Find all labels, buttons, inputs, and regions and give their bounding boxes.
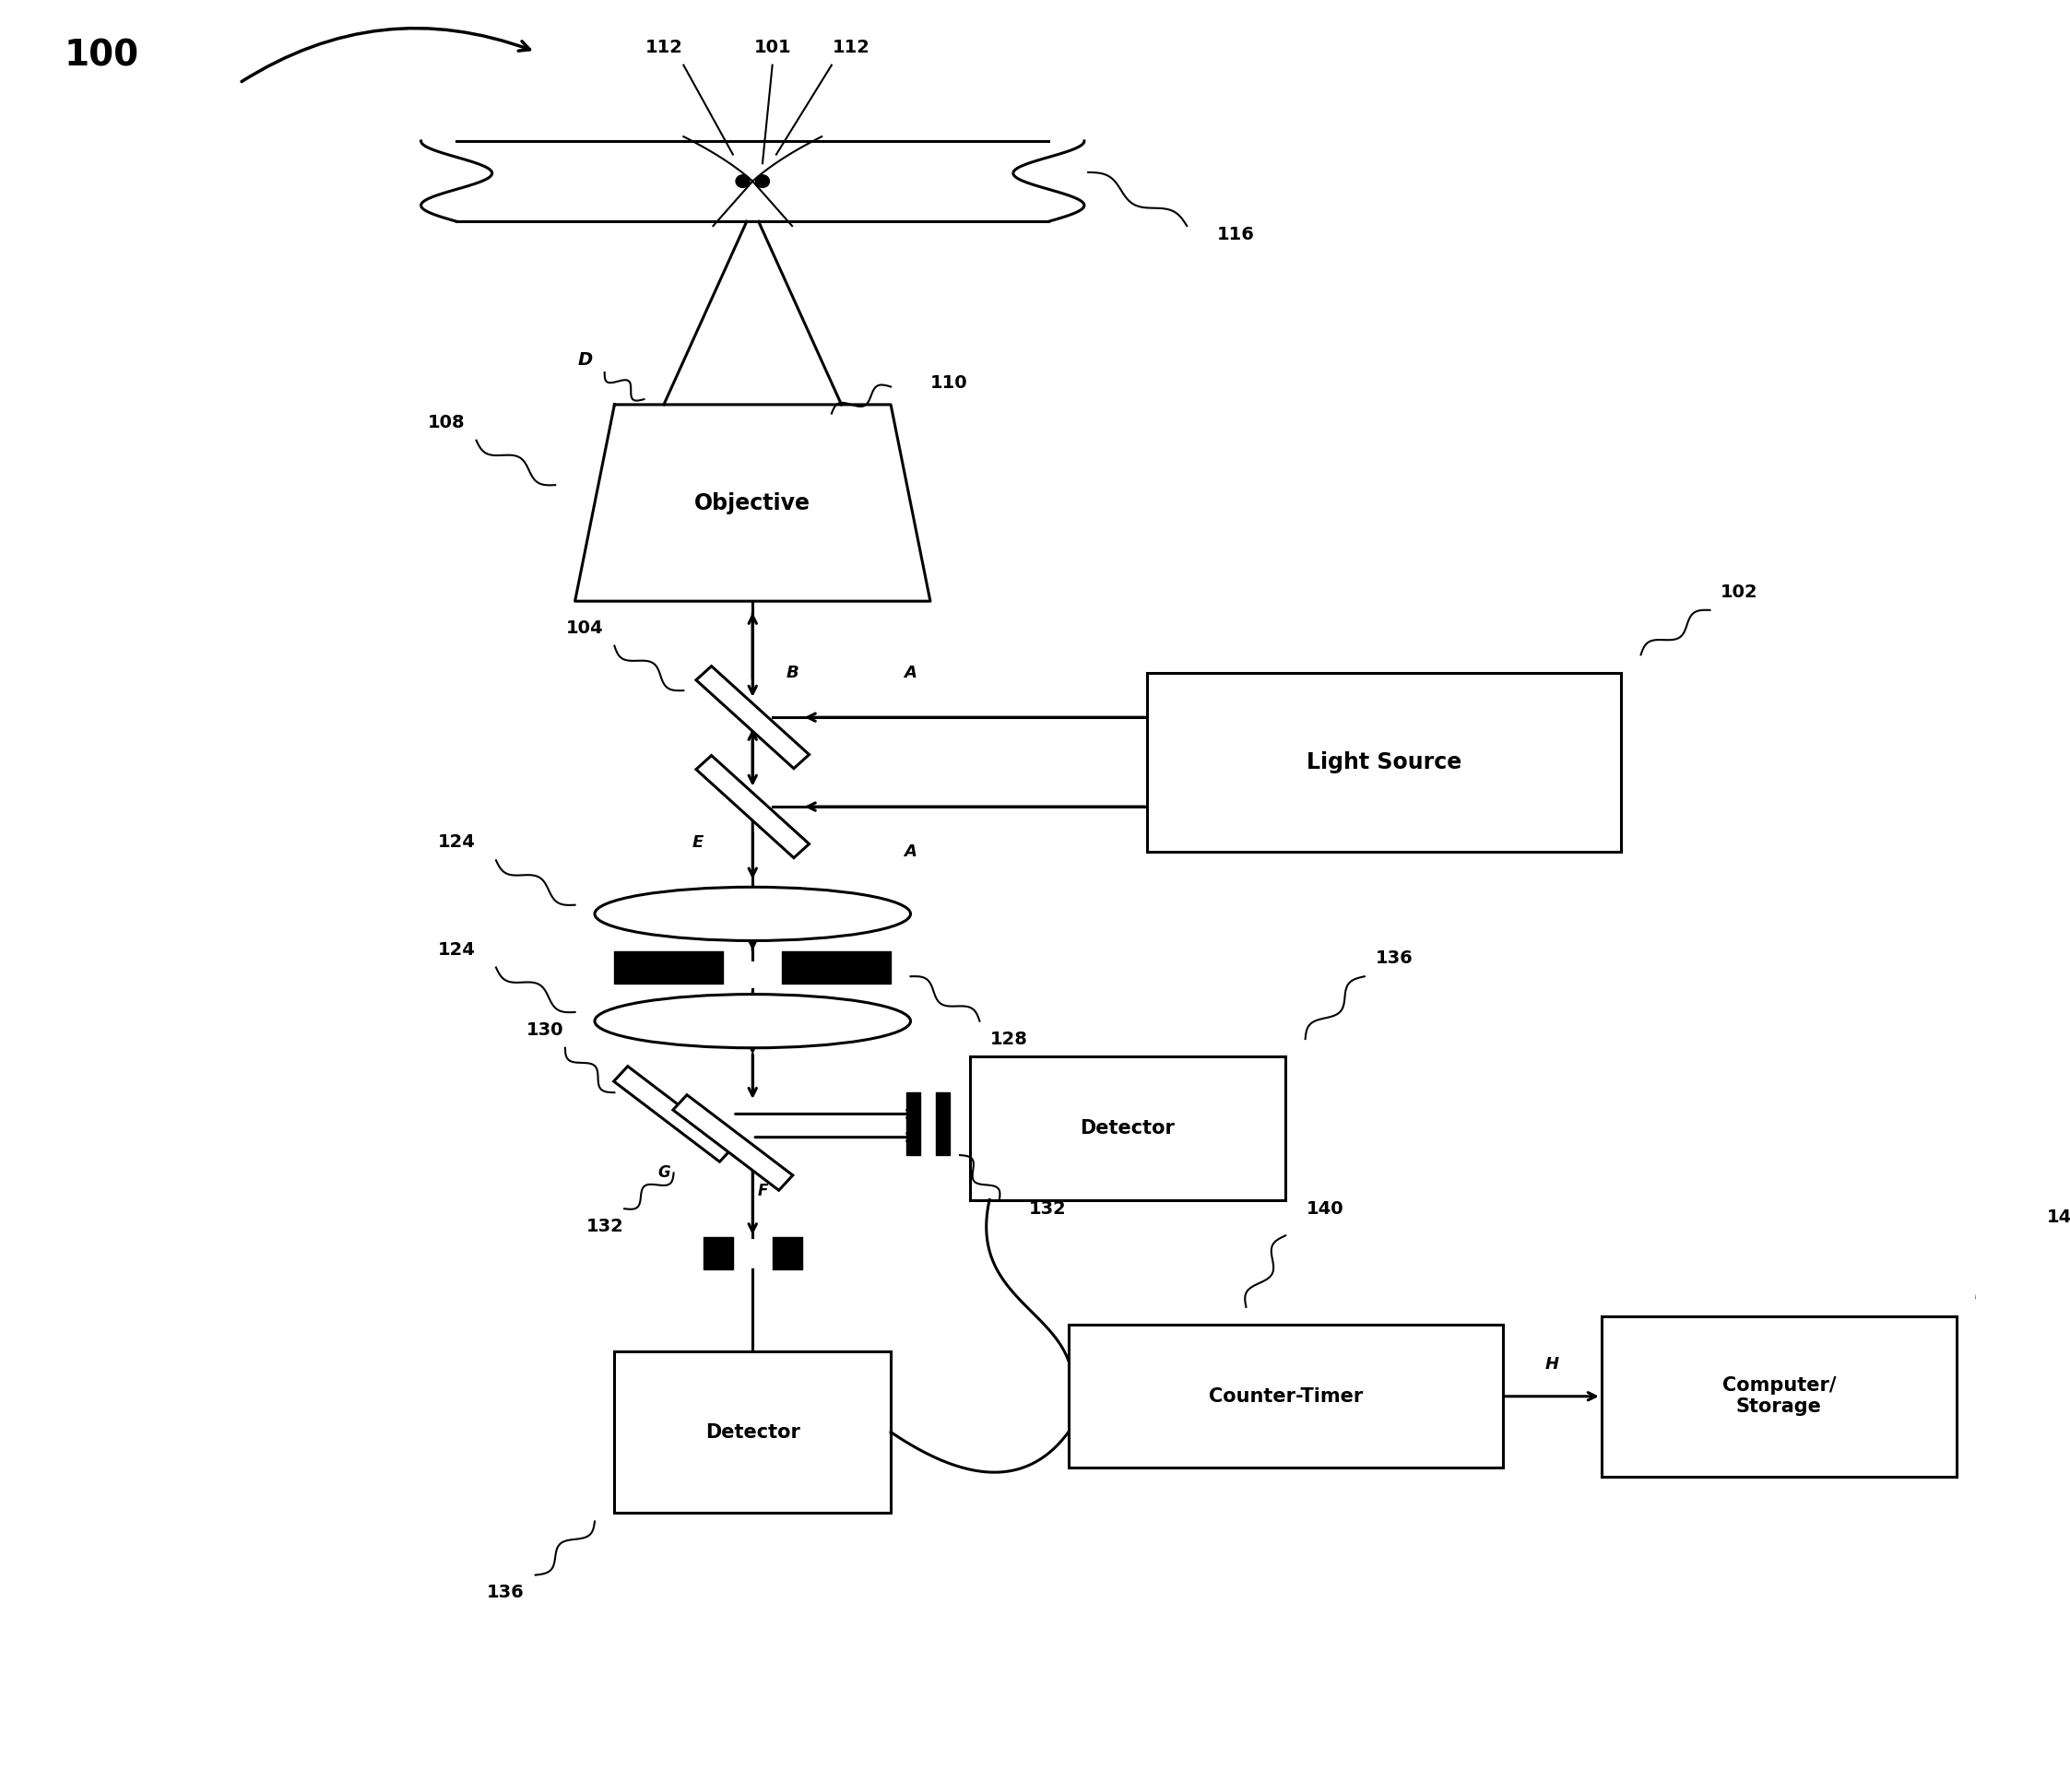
FancyBboxPatch shape xyxy=(1602,1315,1956,1477)
Text: 140: 140 xyxy=(1306,1201,1343,1217)
Text: 136: 136 xyxy=(486,1584,524,1602)
Text: 144: 144 xyxy=(2047,1210,2070,1226)
Ellipse shape xyxy=(594,887,911,941)
Text: 132: 132 xyxy=(1029,1201,1066,1217)
Polygon shape xyxy=(673,1095,793,1190)
Text: 102: 102 xyxy=(1720,584,1757,600)
Text: G: G xyxy=(658,1165,671,1181)
Text: 136: 136 xyxy=(1374,950,1414,968)
Text: 101: 101 xyxy=(753,39,791,56)
FancyBboxPatch shape xyxy=(1068,1324,1503,1468)
Text: Detector: Detector xyxy=(706,1423,799,1441)
Text: 110: 110 xyxy=(929,375,969,392)
Text: Detector: Detector xyxy=(1081,1118,1176,1138)
Text: Counter-Timer: Counter-Timer xyxy=(1209,1387,1362,1405)
Text: 112: 112 xyxy=(832,39,869,56)
Text: Light Source: Light Source xyxy=(1306,751,1461,772)
Text: B: B xyxy=(787,665,799,681)
Text: Objective: Objective xyxy=(696,491,811,514)
Text: 124: 124 xyxy=(437,941,476,959)
Circle shape xyxy=(735,176,749,188)
Polygon shape xyxy=(696,756,809,858)
Text: 128: 128 xyxy=(989,1030,1029,1048)
Circle shape xyxy=(756,176,770,188)
Text: 116: 116 xyxy=(1217,226,1254,244)
Ellipse shape xyxy=(594,995,911,1048)
Text: E: E xyxy=(691,833,704,851)
FancyBboxPatch shape xyxy=(969,1057,1285,1201)
Text: 124: 124 xyxy=(437,833,476,851)
Polygon shape xyxy=(696,667,809,769)
Text: 100: 100 xyxy=(64,39,139,73)
Text: A: A xyxy=(905,842,917,860)
Text: A: A xyxy=(905,665,917,681)
Polygon shape xyxy=(575,405,929,600)
Text: 108: 108 xyxy=(428,414,466,432)
Text: 104: 104 xyxy=(565,620,604,636)
Text: H: H xyxy=(1544,1357,1559,1373)
Text: D: D xyxy=(578,351,592,369)
FancyBboxPatch shape xyxy=(457,142,1049,222)
Text: F: F xyxy=(758,1183,768,1199)
FancyBboxPatch shape xyxy=(1147,672,1621,851)
Text: 112: 112 xyxy=(646,39,683,56)
FancyBboxPatch shape xyxy=(615,1351,890,1512)
Text: Computer/
Storage: Computer/ Storage xyxy=(1722,1376,1836,1416)
Polygon shape xyxy=(615,1066,733,1161)
Text: 132: 132 xyxy=(586,1219,623,1235)
Text: 130: 130 xyxy=(526,1021,563,1039)
